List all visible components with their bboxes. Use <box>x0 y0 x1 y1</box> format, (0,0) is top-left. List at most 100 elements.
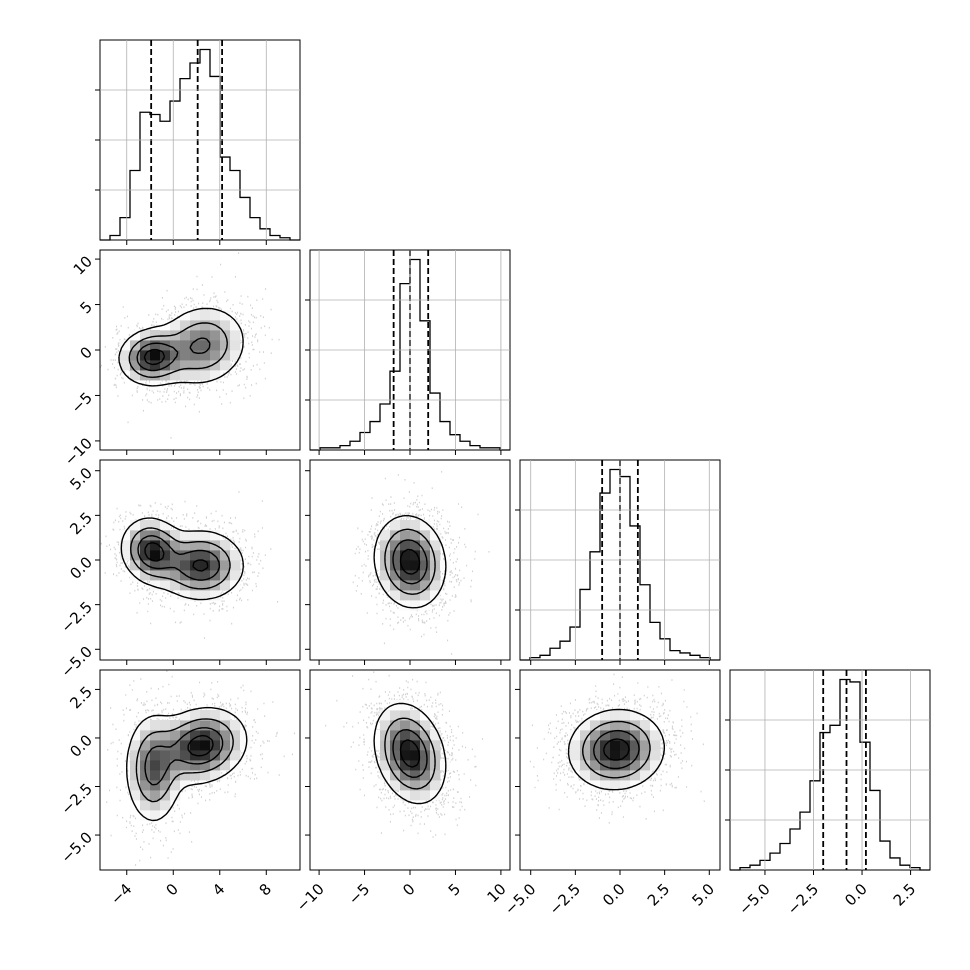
density-cell <box>190 770 201 781</box>
density-cell <box>570 750 581 761</box>
density-cell <box>400 730 411 741</box>
density-cell <box>200 360 211 371</box>
density-cell <box>230 570 241 581</box>
y-tick-label: −5.0 <box>58 828 96 866</box>
density-cell <box>150 720 161 731</box>
density-cell <box>390 540 401 551</box>
density-cell <box>200 770 211 781</box>
density-cell <box>650 730 661 741</box>
density-contour <box>120 517 244 601</box>
density-cell <box>420 730 431 741</box>
density-cell <box>160 550 171 561</box>
density-cell <box>570 730 581 741</box>
density-cell <box>390 530 401 541</box>
density-contour <box>137 535 221 581</box>
density-cell <box>120 340 131 351</box>
density-cell <box>390 550 401 561</box>
density-cell <box>150 790 161 801</box>
density-cell <box>400 550 411 561</box>
density-cell <box>150 580 161 591</box>
density-contour <box>128 322 228 378</box>
density-cell <box>400 740 411 751</box>
density-cell <box>160 520 171 531</box>
density-cell <box>400 530 411 541</box>
density-cell <box>600 780 611 791</box>
density-cell <box>150 530 161 541</box>
density-cell <box>400 590 411 601</box>
density-cell <box>400 570 411 581</box>
density-cell <box>590 760 601 771</box>
y-tick-label: 5.0 <box>66 464 96 494</box>
density-cell <box>420 560 431 571</box>
y-tick-label: −5.0 <box>58 643 96 681</box>
density-cell <box>380 540 391 551</box>
density-cell <box>230 730 241 741</box>
density-cell <box>620 720 631 731</box>
density-cell <box>200 720 211 731</box>
density-cell <box>180 710 191 721</box>
density-cell <box>200 590 211 601</box>
density-cell <box>150 730 161 741</box>
density-cell <box>150 750 161 761</box>
density-cell <box>620 780 631 791</box>
density-cell <box>400 560 411 571</box>
scatter-panel-5 <box>519 669 721 871</box>
density-cell <box>220 580 231 591</box>
density-cell <box>180 340 191 351</box>
density-cell <box>170 790 181 801</box>
density-cell <box>140 530 151 541</box>
density-cell <box>410 600 421 611</box>
density-cell <box>150 540 161 551</box>
y-tick-label: 0.0 <box>66 553 96 583</box>
density-cell <box>420 720 431 731</box>
density-cell <box>160 540 171 551</box>
density-cell <box>190 330 201 341</box>
density-cell <box>180 550 191 561</box>
density-cell <box>420 530 431 541</box>
density-cell <box>170 720 181 731</box>
density-cell <box>390 570 401 581</box>
density-cell <box>610 750 621 761</box>
density-cell <box>210 350 221 361</box>
density-cell <box>430 570 441 581</box>
density-cell <box>160 780 171 791</box>
density-contour <box>143 348 166 366</box>
density-cell <box>180 740 191 751</box>
density-cell <box>220 320 231 331</box>
density-cell <box>200 540 211 551</box>
density-cell <box>240 730 251 741</box>
density-contour <box>373 514 447 609</box>
density-cell <box>220 730 231 741</box>
y-tick-label: −2.5 <box>58 598 96 636</box>
density-cell <box>590 780 601 791</box>
density-cell <box>380 750 391 761</box>
density-cell <box>210 360 221 371</box>
y-tick-label: 5 <box>77 298 96 317</box>
density-cell <box>130 360 141 371</box>
density-cell <box>170 580 181 591</box>
density-cell <box>170 760 181 771</box>
density-cell <box>170 740 181 751</box>
density-cell <box>410 520 421 531</box>
density-cell <box>200 760 211 771</box>
density-cell <box>400 790 411 801</box>
density-cell <box>170 370 181 381</box>
density-cell <box>580 730 591 741</box>
density-cell <box>200 740 211 751</box>
density-cell <box>400 520 411 531</box>
density-cell <box>630 750 641 761</box>
density-cell <box>200 340 211 351</box>
density-cell <box>200 320 211 331</box>
density-cell <box>140 810 151 821</box>
density-cell <box>170 560 181 571</box>
density-cell <box>140 340 151 351</box>
density-cell <box>430 530 441 541</box>
density-cell <box>400 770 411 781</box>
density-cell <box>140 370 151 381</box>
y-tick-label: 2.5 <box>66 683 96 713</box>
density-cell <box>420 520 431 531</box>
density-cell <box>640 770 651 781</box>
density-cell <box>140 570 151 581</box>
density-cell <box>400 710 411 721</box>
density-cell <box>370 730 381 741</box>
